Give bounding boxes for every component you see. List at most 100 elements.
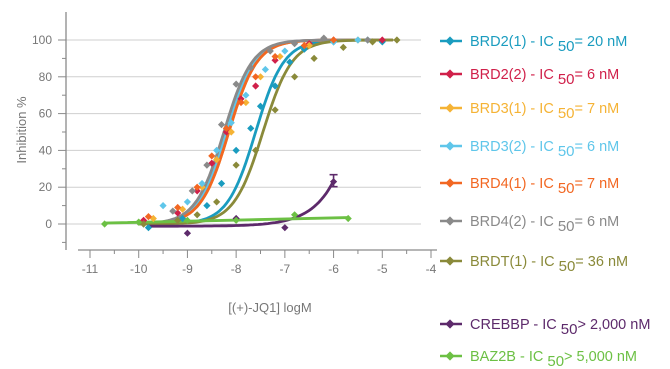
data-point — [256, 102, 265, 110]
data-point — [281, 224, 289, 232]
data-point — [222, 124, 230, 132]
data-point — [247, 64, 255, 72]
data-point — [291, 211, 299, 219]
data-point — [213, 156, 221, 164]
data-point — [305, 41, 313, 50]
data-point — [281, 47, 289, 55]
data-point — [193, 211, 201, 219]
data-point — [232, 216, 240, 224]
data-point — [203, 161, 211, 169]
x-tick-label: -5 — [377, 262, 388, 276]
data-point — [354, 36, 362, 44]
legend-diamond — [445, 351, 455, 361]
data-point — [252, 73, 260, 81]
legend-diamond — [445, 216, 455, 226]
data-point — [183, 216, 192, 224]
y-tick-label: 60 — [39, 107, 53, 121]
data-point — [203, 202, 211, 210]
data-point — [271, 52, 279, 61]
legend-item: BRD4(1) - IC 50= 7 nM — [440, 176, 619, 197]
data-point — [135, 218, 143, 226]
data-point — [183, 198, 192, 206]
x-tick-label: -6 — [328, 262, 339, 276]
data-point — [227, 119, 235, 127]
data-point — [320, 34, 328, 42]
x-tick-label: -7 — [280, 262, 291, 276]
data-point — [174, 216, 182, 224]
data-point — [276, 52, 284, 61]
legend-item: BAZ2B - IC 50> 5,000 nM — [440, 349, 637, 369]
data-point — [291, 40, 299, 48]
legend-item: BRDT(1) - IC 50= 36 nM — [440, 254, 628, 275]
legend-diamond — [445, 69, 455, 79]
legend-label: BRD4(1) - IC 50= 7 nM — [470, 176, 619, 197]
y-tick-label: 80 — [39, 70, 53, 84]
legend-item: BRD3(2) - IC 50= 6 nM — [440, 139, 619, 160]
data-point — [247, 124, 255, 132]
legend-label: BAZ2B - IC 50> 5,000 nM — [470, 349, 637, 369]
data-point — [193, 187, 201, 195]
data-point — [242, 91, 250, 99]
data-point — [222, 128, 230, 136]
x-axis-title: [(+)-JQ1] logM — [228, 300, 311, 315]
data-point — [159, 202, 167, 210]
data-point — [344, 214, 352, 223]
data-point — [242, 98, 250, 107]
data-point — [252, 82, 260, 90]
data-point — [213, 146, 221, 154]
axes: 0 20 40 60 80 100 -11 -10 -9 -8 -7 -6 -5 -4 — [32, 12, 437, 276]
data-point — [198, 179, 206, 188]
data-point — [300, 41, 308, 50]
gridlines — [66, 39, 421, 225]
y-tick-label: 100 — [32, 33, 52, 47]
legend-label: BRD3(1) - IC 50= 7 nM — [470, 101, 619, 122]
data-point — [183, 229, 192, 237]
legend-diamond — [445, 256, 455, 266]
data-point — [393, 36, 401, 44]
curve-brdt1 — [137, 38, 394, 226]
data-point — [339, 43, 347, 51]
legend: BRD2(1) - IC 50= 20 nM BRD2(2) - IC 50= 6… — [440, 34, 650, 369]
y-tick-label: 20 — [39, 180, 53, 194]
data-point — [144, 213, 153, 221]
curve-crebbp — [147, 179, 335, 228]
data-point — [169, 207, 177, 215]
legend-diamond — [445, 319, 455, 329]
x-tick-label: -10 — [130, 262, 148, 276]
data-point — [378, 36, 386, 44]
data-point — [232, 146, 240, 154]
data-point — [217, 121, 226, 129]
data-point — [237, 95, 245, 103]
legend-label: BRD2(1) - IC 50= 20 nM — [470, 34, 627, 55]
data-point — [101, 220, 109, 228]
data-point — [232, 161, 240, 169]
data-point — [271, 82, 279, 90]
legend-diamond — [445, 36, 455, 46]
data-point — [261, 65, 269, 74]
x-tick-label: -9 — [182, 262, 193, 276]
data-point — [208, 152, 216, 160]
data-point — [291, 73, 299, 81]
data-point — [227, 128, 235, 136]
legend-diamond — [445, 178, 455, 188]
data-point — [286, 58, 294, 66]
data-point — [271, 106, 279, 114]
legend-diamond — [445, 141, 455, 151]
data-point — [364, 36, 372, 44]
data-point — [188, 187, 196, 195]
y-tick-label: 0 — [45, 217, 52, 231]
data-points — [101, 34, 401, 237]
data-point — [237, 98, 245, 107]
y-axis-title: Inhibition % — [14, 96, 29, 164]
legend-item: BRD2(2) - IC 50= 6 nM — [440, 67, 619, 88]
legend-label: BRD3(2) - IC 50= 6 nM — [470, 139, 619, 160]
data-point — [266, 47, 274, 55]
x-tick-label: -8 — [231, 262, 242, 276]
data-point — [256, 73, 265, 81]
x-tick-label: -4 — [426, 262, 437, 276]
legend-diamond — [445, 103, 455, 113]
data-point — [174, 203, 182, 212]
data-point — [300, 45, 308, 53]
data-point — [310, 54, 318, 62]
